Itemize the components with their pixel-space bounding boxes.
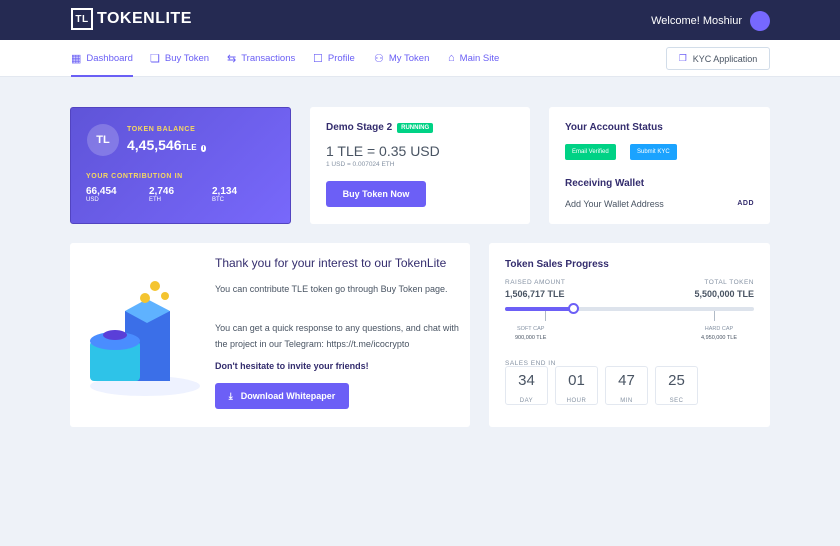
home-icon: ⌂ (448, 52, 455, 64)
balance-label: TOKEN BALANCE (127, 126, 196, 133)
submit-kyc-button[interactable]: Submit KYC (630, 144, 677, 160)
countdown-sec: 25 SEC (655, 366, 698, 405)
intro-title: Thank you for your interest to our Token… (215, 256, 447, 270)
stage-title: Demo Stage 2 (326, 122, 393, 133)
nav-label: My Token (388, 53, 430, 64)
user-icon: ☐ (313, 53, 323, 65)
logo-text: TOKENLITE (97, 10, 192, 27)
sales-title: Token Sales Progress (505, 259, 609, 270)
swap-icon: ⇆ (227, 53, 237, 65)
countdown-day: 34 DAY (505, 366, 548, 405)
add-wallet-link[interactable]: ADD (737, 200, 754, 207)
raised-label: RAISED AMOUNT (505, 279, 566, 286)
sales-end-label: SALES END IN (505, 360, 556, 367)
status-badge: RUNNING (397, 122, 434, 133)
contribution-label: YOUR CONTRIBUTION IN (86, 173, 183, 180)
hard-cap: HARD CAP 4,950,000 TLE (701, 326, 737, 341)
nav-label: Transactions (241, 53, 296, 64)
intro-card: Thank you for your interest to our Token… (70, 243, 470, 427)
soft-cap-marker (545, 311, 546, 321)
raised-amount: 1,506,717 TLE (505, 289, 565, 299)
contribution-usd: 66,454 USD (86, 186, 117, 203)
nav-my-token[interactable]: ⚇ My Token (374, 52, 429, 65)
progress-bar (505, 303, 754, 314)
wallet-text: Add Your Wallet Address (565, 199, 664, 209)
button-label: Download Whitepaper (240, 391, 336, 401)
nav-buy-token[interactable]: ❏ Buy Token (150, 52, 209, 65)
nav-transactions[interactable]: ⇆ Transactions (227, 52, 295, 65)
wallet-title: Receiving Wallet (565, 178, 645, 189)
tokens-icon: ⚇ (374, 53, 384, 65)
buy-token-now-button[interactable]: Buy Token Now (326, 181, 426, 207)
intro-paragraph: You can get a quick response to any ques… (215, 323, 459, 349)
nav-label: Dashboard (86, 53, 133, 64)
account-status-title: Your Account Status (565, 122, 663, 133)
balance-unit: TLE (181, 143, 197, 152)
download-icon: ⤓ (228, 390, 233, 401)
stage-card: Demo Stage 2 RUNNING 1 TLE = 0.35 USD 1 U… (310, 107, 530, 224)
balance-value: 4,45,546 (127, 137, 182, 153)
countdown-min: 47 MIN (605, 366, 648, 405)
contribution-btc: 2,134 BTC (212, 186, 238, 203)
contribution-eth: 2,746 ETH (149, 186, 175, 203)
nav-label: Profile (327, 53, 355, 64)
countdown-hour: 01 HOUR (555, 366, 598, 405)
document-icon: ❐ (678, 53, 687, 63)
token-logo-icon: TL (87, 124, 119, 156)
total-label: TOTAL TOKEN (704, 279, 754, 286)
token-price: 1 TLE = 0.35 USD (326, 143, 440, 159)
nav-main-site[interactable]: ⌂ Main Site (448, 52, 499, 64)
user-menu[interactable]: Welcome! Moshiur (651, 11, 770, 31)
intro-paragraph: You can contribute TLE token go through … (215, 284, 448, 294)
download-whitepaper-button[interactable]: ⤓ Download Whitepaper (215, 383, 349, 409)
token-balance-card: TL TOKEN BALANCE 4,45,546TLE i YOUR CONT… (70, 107, 291, 224)
kyc-application-button[interactable]: ❐ KYC Application (666, 47, 770, 70)
welcome-text: Welcome! Moshiur (651, 15, 742, 27)
kyc-label: KYC Application (692, 53, 758, 64)
nav-dashboard[interactable]: ▦ Dashboard (71, 52, 133, 77)
nav-profile[interactable]: ☐ Profile (313, 52, 355, 65)
nav-label: Buy Token (164, 53, 210, 64)
invite-text: Don't hesitate to invite your friends! (215, 361, 369, 371)
eth-rate: 1 USD = 0.007024 ETH (326, 161, 395, 168)
main-nav: ▦ Dashboard ❏ Buy Token ⇆ Transactions ☐ Pro… (0, 40, 840, 77)
total-amount: 5,500,000 TLE (694, 289, 754, 299)
logo-icon: TL (71, 8, 93, 30)
nav-label: Main Site (459, 52, 500, 64)
grid-icon: ▦ (71, 53, 82, 65)
account-status-card: Your Account Status Email Verified Submi… (549, 107, 770, 224)
progress-fill (505, 307, 574, 311)
soft-cap: SOFT CAP 900,000 TLE (515, 326, 547, 341)
top-bar: TL TOKENLITE Welcome! Moshiur (0, 0, 840, 40)
hard-cap-marker (714, 311, 715, 321)
email-verified-badge: Email Verified (565, 144, 616, 160)
token-stack-illustration (90, 281, 200, 396)
sales-progress-card: Token Sales Progress RAISED AMOUNT 1,506… (489, 243, 770, 427)
logo[interactable]: TL TOKENLITE (71, 8, 192, 30)
info-icon[interactable]: i (200, 145, 207, 152)
progress-handle (568, 303, 580, 314)
avatar[interactable] (750, 11, 770, 31)
coins-icon: ❏ (150, 53, 160, 65)
